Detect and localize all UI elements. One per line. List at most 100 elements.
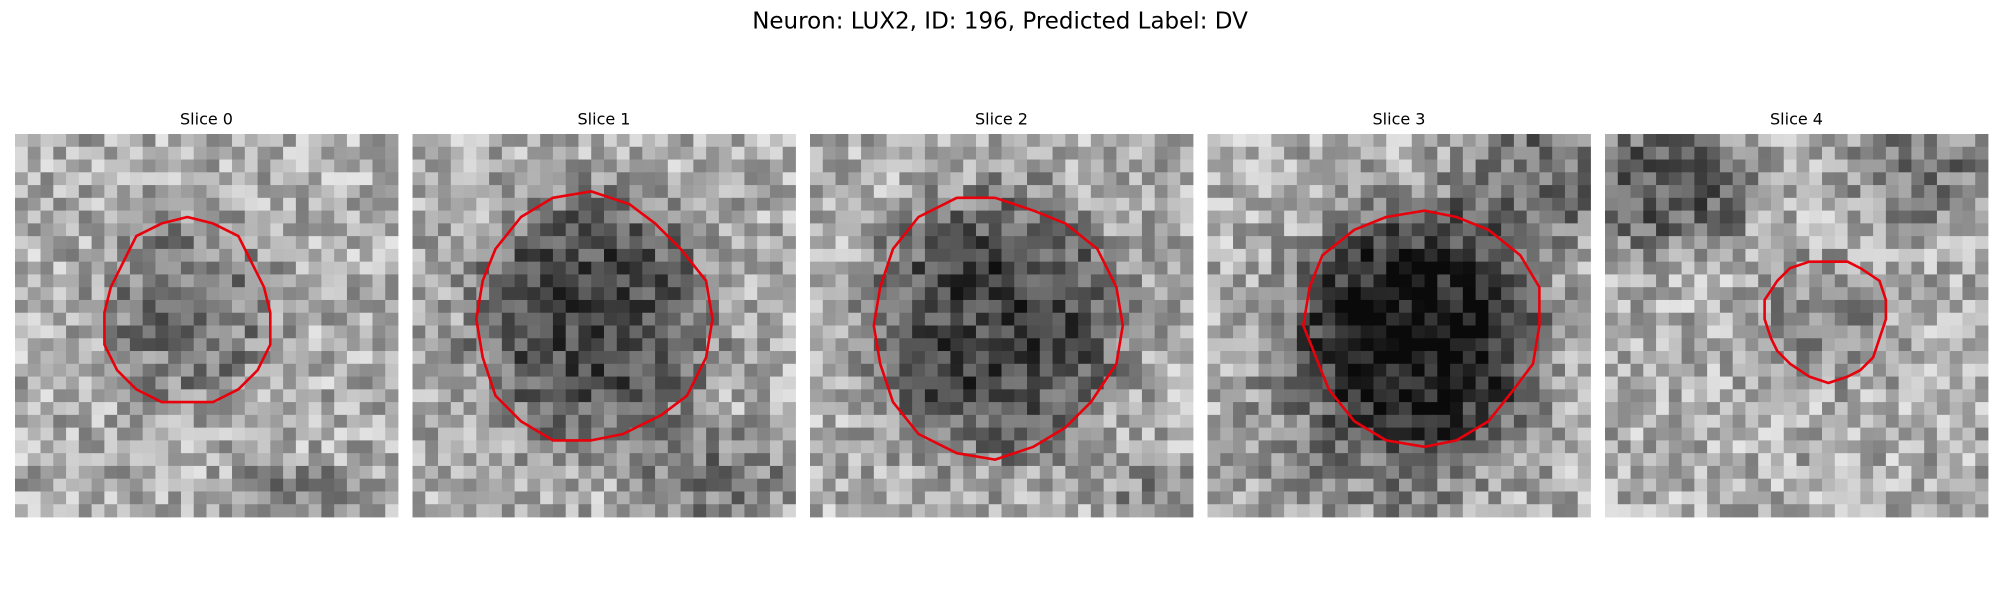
pixel — [1154, 312, 1168, 326]
pixel — [372, 491, 386, 505]
pixel — [1347, 440, 1362, 454]
pixel — [463, 427, 477, 441]
pixel — [1027, 504, 1041, 518]
pixel — [963, 172, 977, 186]
pixel — [66, 134, 80, 148]
pixel — [1411, 351, 1425, 365]
pixel — [321, 440, 335, 454]
pixel — [1719, 440, 1734, 454]
pixel — [66, 402, 80, 416]
pixel — [1141, 197, 1156, 211]
pixel — [988, 261, 1002, 275]
pixel — [810, 414, 824, 429]
pixel — [91, 389, 105, 403]
pixel — [642, 389, 656, 403]
pixel — [1783, 299, 1797, 314]
pixel — [1065, 325, 1079, 339]
pixel — [616, 159, 630, 173]
pixel — [385, 478, 399, 492]
pixel — [412, 146, 426, 160]
pixel — [1129, 389, 1143, 403]
pixel — [270, 504, 284, 518]
pixel — [1860, 325, 1874, 339]
pixel — [1424, 427, 1438, 441]
pixel — [642, 261, 656, 275]
pixel — [1847, 325, 1861, 339]
pixel — [1475, 453, 1489, 467]
pixel — [334, 287, 348, 301]
pixel — [1847, 299, 1861, 314]
pixel — [1719, 363, 1734, 377]
pixel — [270, 427, 284, 441]
pixel — [1526, 146, 1540, 160]
pixel — [1399, 248, 1413, 263]
pixel — [1207, 478, 1221, 492]
pixel — [1707, 197, 1721, 211]
pixel — [616, 236, 630, 250]
pixel — [693, 440, 707, 454]
pixel — [604, 299, 618, 314]
pixel — [937, 236, 951, 250]
pixel — [244, 504, 258, 518]
pixel — [1141, 287, 1156, 301]
pixel — [769, 261, 784, 275]
pixel — [810, 236, 824, 250]
pixel — [1284, 197, 1298, 211]
pixel — [1707, 440, 1721, 454]
pixel — [346, 185, 361, 199]
pixel — [527, 299, 541, 314]
pixel — [848, 491, 862, 505]
pixel — [1014, 402, 1028, 416]
pixel — [552, 376, 567, 390]
pixel — [15, 465, 29, 480]
pixel — [1617, 261, 1631, 275]
pixel — [1719, 351, 1734, 365]
pixel — [1783, 172, 1797, 186]
pixel — [438, 504, 452, 518]
pixel — [463, 172, 477, 186]
pixel — [540, 440, 554, 454]
pixel — [1271, 159, 1285, 173]
pixel — [693, 172, 707, 186]
pixel — [1834, 478, 1848, 492]
pixel — [963, 504, 977, 518]
pixel — [142, 274, 156, 288]
pixel — [1501, 236, 1515, 250]
pixel — [66, 210, 80, 224]
pixel — [244, 236, 258, 250]
pixel — [206, 402, 220, 416]
pixel — [1783, 197, 1797, 211]
pixel — [527, 185, 541, 199]
pixel — [1399, 376, 1413, 390]
pixel — [438, 376, 452, 390]
pixel — [1078, 478, 1092, 492]
pixel — [295, 453, 310, 467]
pixel — [822, 287, 836, 301]
pixel — [308, 351, 322, 365]
pixel — [219, 325, 233, 339]
pixel — [899, 338, 913, 352]
pixel — [1630, 236, 1644, 250]
pixel — [308, 197, 322, 211]
pixel — [1681, 159, 1695, 173]
pixel — [232, 389, 246, 403]
pixel — [604, 223, 618, 237]
pixel — [244, 299, 258, 314]
pixel — [1233, 172, 1247, 186]
pixel — [1847, 312, 1861, 326]
pixel — [1129, 351, 1143, 365]
pixel — [1411, 312, 1425, 326]
pixel — [193, 338, 207, 352]
pixel — [810, 261, 824, 275]
pixel — [1949, 351, 1963, 365]
pixel — [1154, 453, 1168, 467]
pixel — [1605, 453, 1619, 467]
pixel — [1347, 453, 1362, 467]
pixel — [219, 185, 233, 199]
pixel — [744, 389, 758, 403]
pixel — [1732, 338, 1746, 352]
pixel — [1552, 159, 1566, 173]
pixel — [1103, 402, 1117, 416]
pixel — [117, 210, 131, 224]
pixel — [1052, 299, 1066, 314]
